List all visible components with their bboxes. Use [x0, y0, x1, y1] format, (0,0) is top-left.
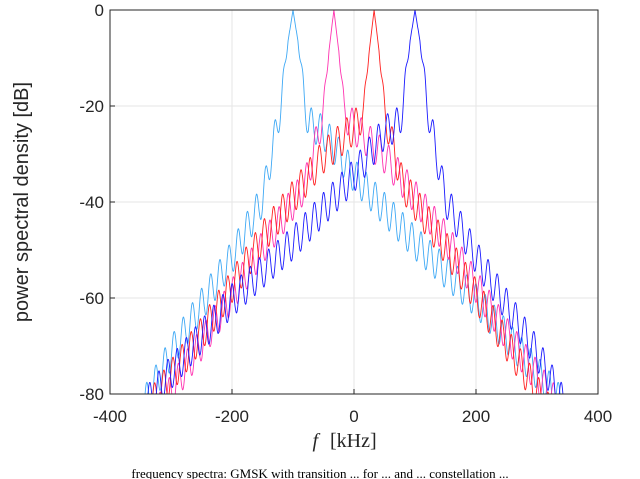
- x-axis-unit: [kHz]: [330, 430, 377, 452]
- x-tick-label: -200: [215, 407, 249, 426]
- x-tick-label: 0: [349, 407, 358, 426]
- y-axis-label: power spectral density [dB]: [11, 82, 33, 322]
- figure-caption: frequency spectra: GMSK with transition …: [131, 466, 508, 479]
- y-tick-label: -20: [79, 97, 104, 116]
- y-tick-label: -60: [79, 289, 104, 308]
- y-tick-label: -40: [79, 193, 104, 212]
- y-tick-label: 0: [95, 1, 104, 20]
- ticks: -400 -200 0 200 400 0 -20 -40 -60 -80: [79, 1, 612, 426]
- x-tick-label: 400: [584, 407, 612, 426]
- series-line-1: [158, 9, 562, 395]
- x-tick-label: -400: [93, 407, 127, 426]
- series-line-2: [146, 9, 550, 395]
- x-tick-label: 200: [462, 407, 490, 426]
- series-line-3: [140, 9, 568, 395]
- y-tick-label: -80: [79, 385, 104, 404]
- series-lines: [140, 9, 568, 395]
- x-axis-var: f: [312, 430, 320, 452]
